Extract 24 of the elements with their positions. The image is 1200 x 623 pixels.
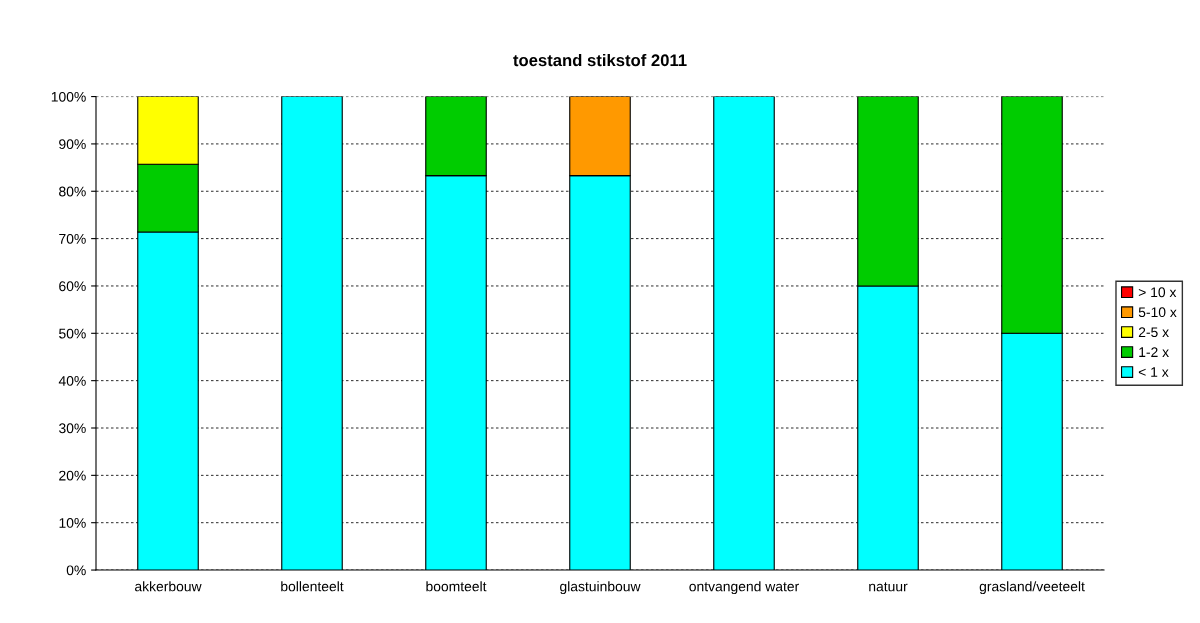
x-tick-label: grasland/veeteelt: [979, 581, 1085, 595]
legend-label: 2-5 x: [1138, 327, 1169, 338]
y-tick-label: 40%: [58, 375, 86, 386]
y-tick-label: 20%: [59, 470, 86, 481]
x-tick-label: akkerbouw: [135, 581, 202, 592]
y-tick-label: 50%: [59, 328, 86, 339]
legend-label: 5-10 x: [1138, 307, 1177, 318]
y-tick-label: 90%: [59, 139, 86, 150]
y-tick-label: 80%: [59, 186, 86, 197]
x-tick-label: glastuinbouw: [560, 581, 641, 595]
x-tick-label: ontvangend water: [689, 581, 799, 595]
y-tick-label: 70%: [59, 233, 86, 244]
x-tick-label: bollenteelt: [281, 581, 344, 592]
chart-title: toestand stikstof 2011: [513, 53, 687, 67]
y-tick-label: 0%: [66, 565, 86, 576]
y-tick-label: 60%: [59, 281, 86, 292]
legend-label: > 10 x: [1138, 287, 1177, 298]
y-tick-label: 100%: [51, 91, 86, 102]
y-tick-label: 10%: [59, 518, 86, 528]
legend-label: < 1 x: [1138, 367, 1169, 377]
legend-label: 1-2 x: [1139, 347, 1169, 357]
x-tick-label: boomteelt: [426, 581, 487, 592]
y-tick-label: 30%: [59, 423, 86, 434]
x-tick-label: natuur: [869, 582, 908, 592]
